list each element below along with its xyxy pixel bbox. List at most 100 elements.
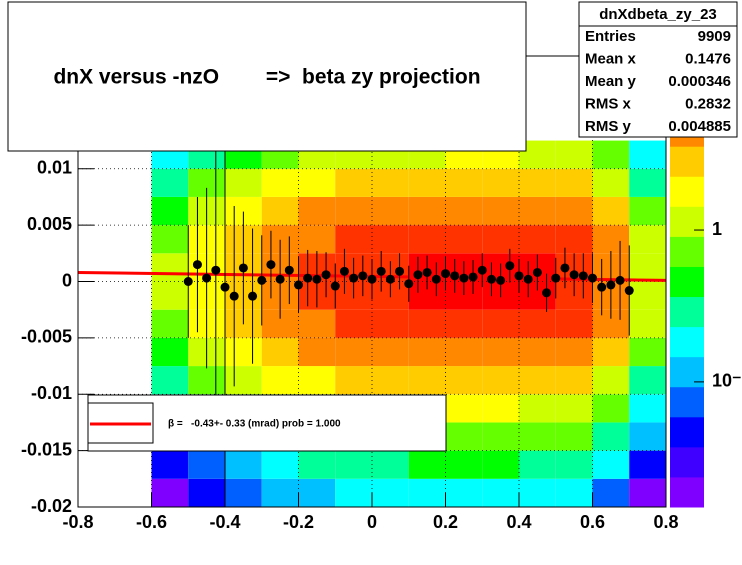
y-tick-label: -0.015: [21, 439, 72, 459]
heatmap-cell: [592, 168, 630, 197]
palette-band: [670, 266, 704, 298]
stats-name: RMS y: [585, 118, 632, 135]
x-tick-label: 0: [367, 512, 377, 532]
heatmap-cell: [335, 309, 372, 338]
profile-point: [606, 280, 616, 290]
profile-point: [358, 271, 368, 281]
profile-point: [496, 275, 506, 285]
heatmap-cell: [445, 309, 483, 338]
profile-point: [477, 265, 487, 275]
heatmap-cell: [519, 309, 556, 338]
heatmap-cell: [629, 140, 666, 169]
heatmap-cell: [519, 478, 556, 507]
x-tick-label: -0.2: [283, 512, 314, 532]
heatmap-cell: [188, 450, 225, 479]
profile-point: [220, 282, 230, 292]
heatmap-cell: [482, 337, 519, 367]
heatmap-cell: [408, 366, 446, 395]
profile-point: [266, 260, 276, 270]
y-tick-label: 0.005: [27, 214, 72, 234]
profile-point: [321, 270, 331, 280]
heatmap-cell: [555, 422, 593, 451]
heatmap-cell: [445, 168, 483, 197]
heatmap-cell: [335, 478, 372, 507]
heatmap-cell: [151, 309, 189, 338]
heatmap-cell: [555, 140, 593, 169]
heatmap-cell: [408, 309, 446, 338]
heatmap-cell: [629, 253, 666, 282]
palette-band: [670, 386, 704, 418]
heatmap-cell: [555, 196, 593, 226]
heatmap-cell: [188, 478, 225, 507]
profile-point: [569, 270, 579, 280]
heatmap-cell: [592, 394, 630, 423]
heatmap-cell: [151, 196, 189, 226]
heatmap-cell: [335, 366, 372, 395]
stats-value: 0.000346: [668, 73, 731, 90]
heatmap-cell: [555, 168, 593, 197]
heatmap-cell: [372, 309, 409, 338]
heatmap-cell: [629, 168, 666, 197]
heatmap-cell: [261, 366, 299, 395]
overlays: dnX versus -nzO => beta zy projection β …: [7, 1, 527, 452]
x-tick-label: -0.8: [62, 512, 93, 532]
heatmap-cell: [151, 281, 189, 310]
heatmap-cell: [298, 450, 336, 479]
heatmap-cell: [408, 196, 446, 226]
heatmap-cell: [298, 337, 336, 367]
heatmap-cell: [592, 225, 630, 254]
heatmap-cell: [592, 337, 630, 367]
heatmap-cell: [261, 337, 299, 367]
heatmap-cell: [445, 478, 483, 507]
stats-value: 0.004885: [668, 118, 731, 135]
x-tick-label: -0.4: [209, 512, 240, 532]
heatmap-cell: [519, 168, 556, 197]
heatmap-cell: [482, 450, 519, 479]
heatmap-cell: [519, 450, 556, 479]
heatmap-cell: [555, 309, 593, 338]
palette-band: [670, 416, 704, 448]
heatmap-cell: [629, 196, 666, 226]
heatmap-cell: [482, 168, 519, 197]
heatmap-cell: [445, 450, 483, 479]
heatmap-cell: [408, 168, 446, 197]
heatmap-cell: [261, 450, 299, 479]
heatmap-cell: [592, 422, 630, 451]
heatmap-cell: [445, 196, 483, 226]
y-tick-label: -0.005: [21, 327, 72, 347]
heatmap-cell: [482, 309, 519, 338]
heatmap-cell: [408, 478, 446, 507]
profile-point: [238, 263, 248, 273]
heatmap-cell: [445, 394, 483, 423]
profile-point: [367, 274, 377, 284]
y-tick-label: 0.01: [37, 158, 72, 178]
heatmap-cell: [629, 394, 666, 423]
heatmap-cell: [372, 478, 409, 507]
heatmap-cell: [482, 196, 519, 226]
profile-point: [339, 266, 349, 276]
colorbar-tick-label: 1: [712, 219, 722, 239]
heatmap-cell: [519, 196, 556, 226]
heatmap-cell: [261, 478, 299, 507]
heatmap-cell: [298, 366, 336, 395]
heatmap-cell: [629, 281, 666, 310]
profile-point: [459, 273, 469, 283]
heatmap-cell: [555, 450, 593, 479]
profile-point: [294, 280, 303, 290]
y-tick-label: 0: [62, 270, 72, 290]
palette-band: [670, 476, 704, 508]
stats-name: Entries: [585, 28, 636, 45]
heatmap-cell: [151, 450, 189, 479]
profile-point: [542, 288, 552, 298]
profile-point: [183, 277, 193, 286]
heatmap-cell: [151, 366, 189, 395]
heatmap-cell: [629, 478, 666, 507]
heatmap-cell: [555, 337, 593, 367]
heatmap-cell: [519, 422, 556, 451]
heatmap-cell: [225, 450, 262, 479]
heatmap-cell: [408, 225, 446, 254]
profile-point: [284, 265, 294, 275]
heatmap-cell: [592, 478, 630, 507]
profile-point: [303, 273, 313, 283]
